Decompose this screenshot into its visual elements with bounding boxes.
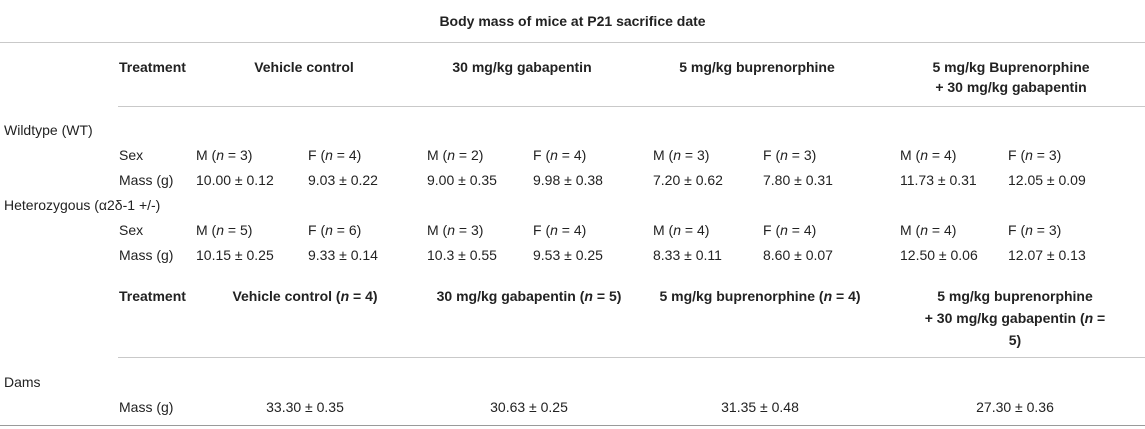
divider-treatment-header — [118, 106, 1145, 107]
divider-caption — [0, 42, 1145, 43]
group-label-wildtype: Wildtype (WT) — [4, 122, 93, 138]
mass-cell: 10.15 ± 0.25 — [196, 247, 274, 263]
divider-dams-header — [118, 357, 1145, 358]
sex-cell: M (n = 5) — [196, 222, 253, 238]
sex-cell: M (n = 3) — [427, 222, 484, 238]
dams-header-vehicle: Vehicle control (n = 4) — [232, 288, 378, 304]
treatment-header-combo-line2: + 30 mg/kg gabapentin — [935, 79, 1087, 95]
mass-cell: 9.53 ± 0.25 — [533, 247, 603, 263]
sex-cell: F (n = 4) — [308, 147, 362, 163]
mass-cell: 8.60 ± 0.07 — [763, 247, 833, 263]
sex-cell: F (n = 4) — [763, 222, 817, 238]
row-label-mass: Mass (g) — [119, 247, 174, 263]
mass-cell: 10.00 ± 0.12 — [196, 172, 274, 188]
treatment-header-label: Treatment — [119, 59, 186, 75]
row-label-sex: Sex — [119, 222, 144, 238]
mass-cell: 9.03 ± 0.22 — [308, 172, 378, 188]
dams-header-combo-line2: + 30 mg/kg gabapentin (n = — [924, 310, 1106, 326]
mass-cell: 11.73 ± 0.31 — [900, 172, 977, 188]
dams-header-gabapentin: 30 mg/kg gabapentin (n = 5) — [436, 288, 622, 304]
sex-cell: F (n = 3) — [1008, 147, 1062, 163]
dams-header-buprenorphine: 5 mg/kg buprenorphine (n = 4) — [659, 288, 861, 304]
mass-cell: 9.00 ± 0.35 — [427, 172, 497, 188]
dams-header-combo-line1: 5 mg/kg buprenorphine — [937, 288, 1093, 304]
sex-cell: M (n = 3) — [196, 147, 253, 163]
sex-cell: M (n = 4) — [900, 147, 957, 163]
treatment-header-combo-line1: 5 mg/kg Buprenorphine — [932, 59, 1090, 75]
dams-mass-vehicle: 33.30 ± 0.35 — [266, 399, 344, 415]
mass-cell: 7.80 ± 0.31 — [763, 172, 833, 188]
sex-cell: M (n = 2) — [427, 147, 484, 163]
mass-cell: 9.98 ± 0.38 — [533, 172, 603, 188]
treatment-header-vehicle: Vehicle control — [254, 59, 354, 75]
group-label-dams: Dams — [4, 374, 41, 390]
mass-cell: 8.33 ± 0.11 — [653, 247, 722, 263]
dams-mass-buprenorphine: 31.35 ± 0.48 — [721, 399, 799, 415]
sex-cell: F (n = 4) — [533, 222, 587, 238]
mass-cell: 12.05 ± 0.09 — [1008, 172, 1086, 188]
row-label-mass: Mass (g) — [119, 399, 174, 415]
dams-mass-combo: 27.30 ± 0.36 — [976, 399, 1054, 415]
mass-cell: 12.07 ± 0.13 — [1008, 247, 1086, 263]
group-label-heterozygous: Heterozygous (α2δ-1 +/-) — [4, 197, 161, 213]
sex-cell: M (n = 4) — [900, 222, 957, 238]
mass-cell: 12.50 ± 0.06 — [900, 247, 978, 263]
mass-cell: 9.33 ± 0.14 — [308, 247, 378, 263]
divider-table-bottom — [0, 425, 1145, 426]
mass-cell: 10.3 ± 0.55 — [427, 247, 497, 263]
treatment-header-buprenorphine: 5 mg/kg buprenorphine — [679, 59, 835, 75]
dams-treatment-header-label: Treatment — [119, 288, 186, 304]
sex-cell: M (n = 3) — [653, 147, 710, 163]
dams-mass-gabapentin: 30.63 ± 0.25 — [490, 399, 568, 415]
mass-cell: 7.20 ± 0.62 — [653, 172, 723, 188]
row-label-mass: Mass (g) — [119, 172, 174, 188]
dams-header-combo-line3: 5) — [1008, 332, 1022, 348]
table-caption: Body mass of mice at P21 sacrifice date — [439, 13, 706, 29]
sex-cell: M (n = 4) — [653, 222, 710, 238]
sex-cell: F (n = 6) — [308, 222, 362, 238]
row-label-sex: Sex — [119, 147, 144, 163]
sex-cell: F (n = 4) — [533, 147, 587, 163]
treatment-header-gabapentin: 30 mg/kg gabapentin — [452, 59, 592, 75]
sex-cell: F (n = 3) — [1008, 222, 1062, 238]
sex-cell: F (n = 3) — [763, 147, 817, 163]
